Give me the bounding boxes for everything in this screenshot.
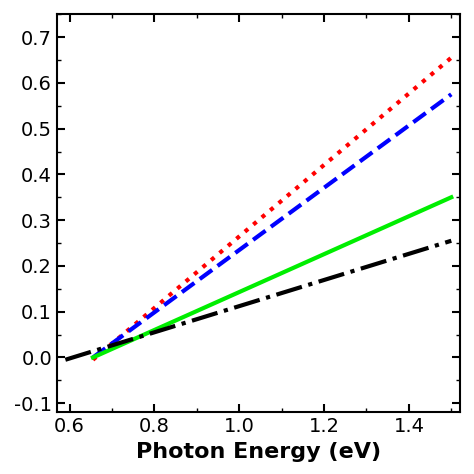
- X-axis label: Photon Energy (eV): Photon Energy (eV): [136, 442, 381, 462]
